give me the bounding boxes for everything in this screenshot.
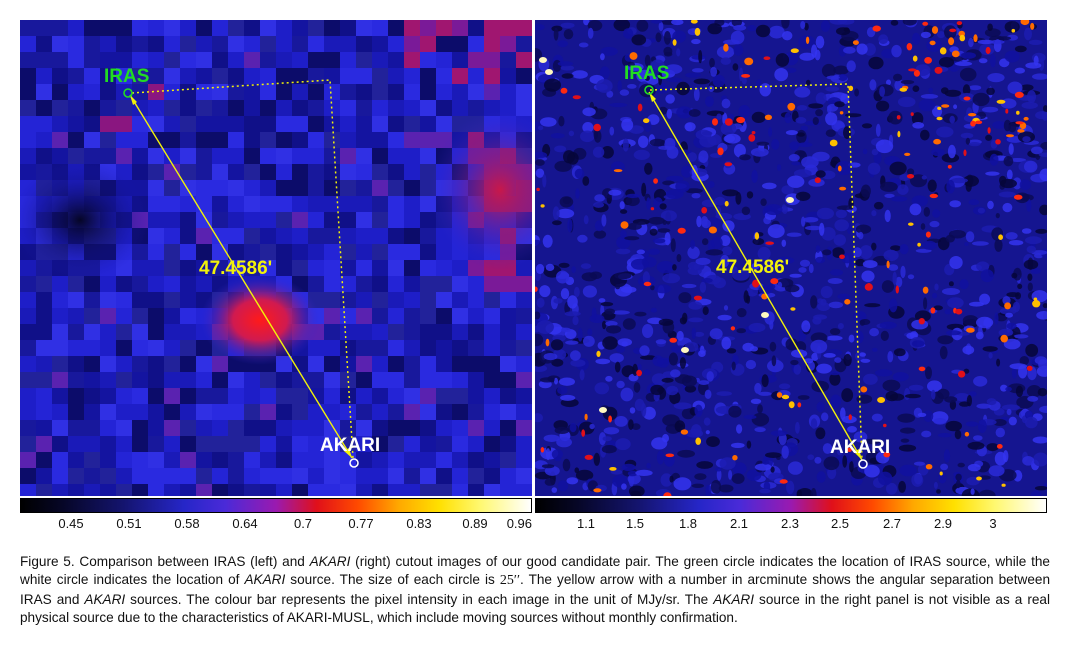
akari-label: AKARI [320, 435, 380, 456]
dotted-guide-line [649, 83, 863, 461]
colorbar-tick: 2.3 [780, 516, 800, 531]
akari-cutout-image: IRAS AKARI 47.4586' [535, 20, 1047, 496]
dotted-guide-line [131, 79, 354, 459]
colorbar-tick: 2.9 [933, 516, 953, 531]
akari-image-canvas: IRAS AKARI 47.4586' [535, 20, 1047, 496]
caption-text: source. The size of each circle is [285, 572, 500, 588]
iras-dark-region [20, 160, 150, 280]
akari-label: AKARI [830, 437, 890, 458]
iras-bright-region [200, 275, 320, 365]
caption-akari: AKARI [84, 591, 126, 607]
colorbar-tick: 2.7 [882, 516, 902, 531]
separation-label: 47.4586' [199, 258, 272, 279]
colorbar-tick: 1.5 [625, 516, 645, 531]
colorbar-tick: 0.96 [506, 516, 532, 531]
caption-text: sources. The colour bar represents the p… [125, 591, 714, 607]
iras-pixel-grid [20, 20, 532, 496]
arrow-head-end [854, 449, 862, 460]
caption-text: (right) cutout images of our good candid… [20, 554, 1050, 588]
caption-circle-size: 25′′ [499, 573, 520, 589]
colorbar-tick: 2.1 [729, 516, 749, 531]
colorbar-tick: 0.89 [462, 516, 488, 531]
iras-colorbar [20, 498, 532, 513]
caption-text: . The yellow arrow with a number in arcm… [20, 572, 1051, 607]
iras-source-circle [644, 85, 654, 95]
akari-colorbar [535, 498, 1047, 513]
arrow-head-start [649, 92, 656, 102]
iras-source-circle [123, 88, 133, 98]
colorbar-tick: 0.7 [293, 516, 313, 531]
akari-noise-field [535, 20, 1047, 496]
akari-source-circle [349, 458, 359, 468]
caption-akari: AKARI [309, 554, 351, 569]
akari-colorbar-ticks: 1.1 1.5 1.8 2.1 2.3 2.5 2.7 2.9 3 [535, 516, 1047, 536]
colorbar-tick: 0.45 [58, 516, 84, 531]
arrow-head-end [344, 448, 352, 458]
colorbar-tick: 0.77 [348, 516, 374, 531]
colorbar-tick: 3 [989, 516, 997, 531]
colorbar-tick: 0.51 [116, 516, 142, 531]
caption-akari: AKARI [244, 572, 286, 588]
colorbar-tick: 0.58 [174, 516, 200, 531]
iras-cutout-image: IRAS AKARI 47.4586' [20, 20, 532, 496]
colorbar-tick: 1.1 [576, 516, 596, 531]
colorbar-tick: 2.5 [830, 516, 850, 531]
iras-image-canvas: IRAS AKARI 47.4586' [20, 20, 532, 496]
iras-colorbar-ticks: 0.45 0.51 0.58 0.64 0.7 0.77 0.83 0.89 0… [20, 516, 532, 536]
colorbar-tick: 1.8 [678, 516, 698, 531]
caption-text: Figure 5. Comparison between IRAS (left)… [20, 554, 310, 569]
caption-akari: AKARI [713, 591, 755, 607]
iras-label: IRAS [624, 63, 669, 84]
arrow-head-start [130, 95, 137, 105]
colorbar-tick: 0.64 [232, 516, 258, 531]
iras-label: IRAS [104, 66, 149, 87]
figure-caption: Figure 5. Comparison between IRAS (left)… [20, 553, 1050, 628]
colorbar-tick: 0.83 [406, 516, 432, 531]
separation-label: 47.4586' [716, 257, 789, 278]
separation-arrow [129, 94, 353, 459]
caption-text: source in the right panel is not visible… [20, 591, 1050, 626]
separation-arrow [648, 91, 863, 461]
iras-bright-region-edge [430, 110, 532, 270]
akari-source-circle [858, 459, 868, 469]
